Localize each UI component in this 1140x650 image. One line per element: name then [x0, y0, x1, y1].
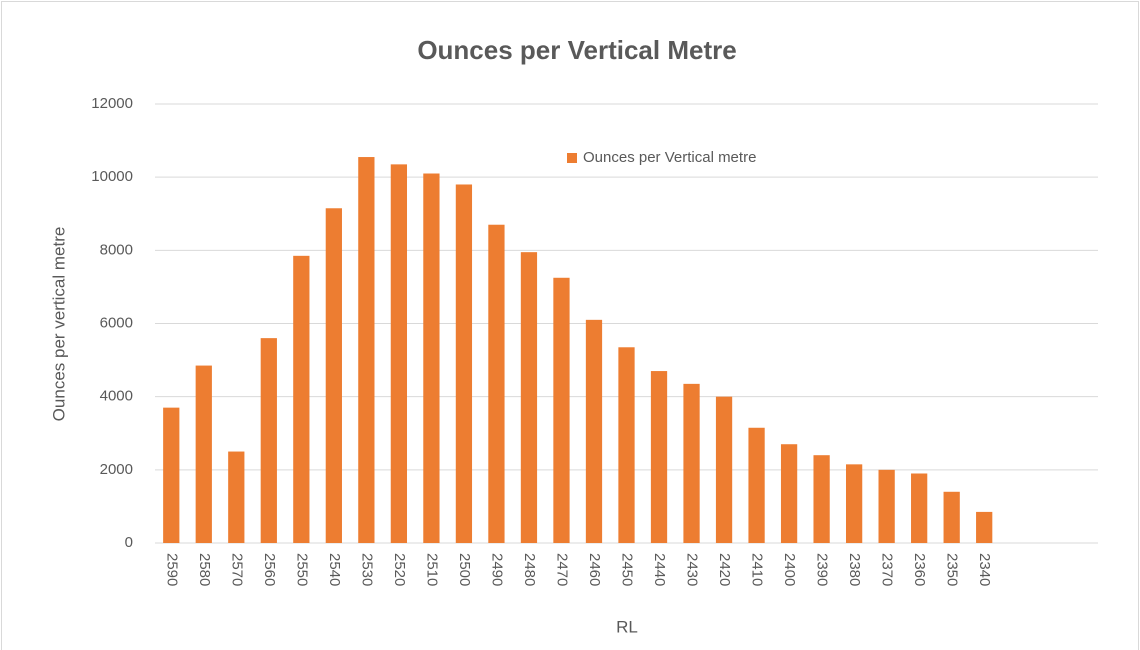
y-tick-label: 4000	[100, 388, 133, 405]
bar	[423, 173, 440, 543]
y-tick-label: 12000	[91, 95, 133, 112]
x-tick-label: 2420	[716, 553, 733, 586]
y-tick-label: 0	[125, 534, 133, 551]
bar	[976, 511, 993, 543]
bar	[911, 473, 928, 543]
x-tick-label: 2470	[553, 553, 570, 586]
bar	[845, 464, 863, 543]
x-tick-label: 2380	[846, 553, 863, 586]
x-tick-label: 2390	[814, 553, 831, 586]
x-tick-label: 2590	[163, 553, 180, 586]
bar	[293, 255, 310, 543]
x-tick-label: 2550	[293, 553, 310, 586]
x-tick-label: 2510	[423, 553, 440, 586]
chart-title: Ounces per Vertical Metre	[417, 35, 736, 65]
bar	[943, 491, 960, 543]
x-tick-label: 2520	[391, 553, 408, 586]
bar	[748, 427, 765, 543]
x-tick-label: 2530	[358, 553, 375, 586]
x-tick-label: 2570	[228, 553, 245, 586]
bar	[878, 469, 895, 543]
legend-swatch	[567, 153, 577, 163]
y-tick-label: 6000	[100, 314, 133, 331]
bar	[520, 252, 538, 543]
x-tick-label: 2540	[326, 553, 343, 586]
x-tick-label: 2400	[781, 553, 798, 586]
x-tick-label: 2350	[944, 553, 961, 586]
legend-label: Ounces per Vertical metre	[583, 149, 756, 166]
x-tick-label: 2580	[196, 553, 213, 586]
x-tick-label: 2410	[749, 553, 766, 586]
x-tick-label: 2450	[619, 553, 636, 586]
x-tick-label: 2340	[976, 553, 993, 586]
y-tick-label: 8000	[100, 241, 133, 258]
bar	[650, 371, 668, 543]
bar	[228, 451, 245, 543]
y-tick-label: 2000	[100, 461, 133, 478]
x-tick-label: 2490	[488, 553, 505, 586]
bar	[358, 157, 375, 543]
bar	[715, 396, 733, 543]
bar	[390, 164, 408, 544]
bar	[780, 444, 798, 543]
bar	[195, 365, 212, 543]
x-tick-label: 2460	[586, 553, 603, 586]
bar	[683, 383, 700, 543]
bar	[325, 208, 342, 543]
bar	[163, 407, 180, 543]
bar	[488, 224, 505, 543]
y-axis-title: Ounces per vertical metre	[49, 227, 68, 422]
x-tick-label: 2360	[911, 553, 928, 586]
x-axis-title: RL	[616, 617, 638, 636]
bar	[585, 319, 603, 543]
x-tick-label: 2430	[684, 553, 701, 586]
x-tick-label: 2370	[879, 553, 896, 586]
bar	[618, 347, 635, 543]
bar	[455, 184, 473, 543]
x-tick-label: 2500	[456, 553, 473, 586]
x-tick-label: 2440	[651, 553, 668, 586]
bar	[260, 338, 277, 543]
x-tick-label: 2560	[261, 553, 278, 586]
x-tick-label: 2480	[521, 553, 538, 586]
bar	[553, 277, 570, 543]
y-tick-label: 10000	[91, 168, 133, 185]
bar	[813, 455, 830, 543]
